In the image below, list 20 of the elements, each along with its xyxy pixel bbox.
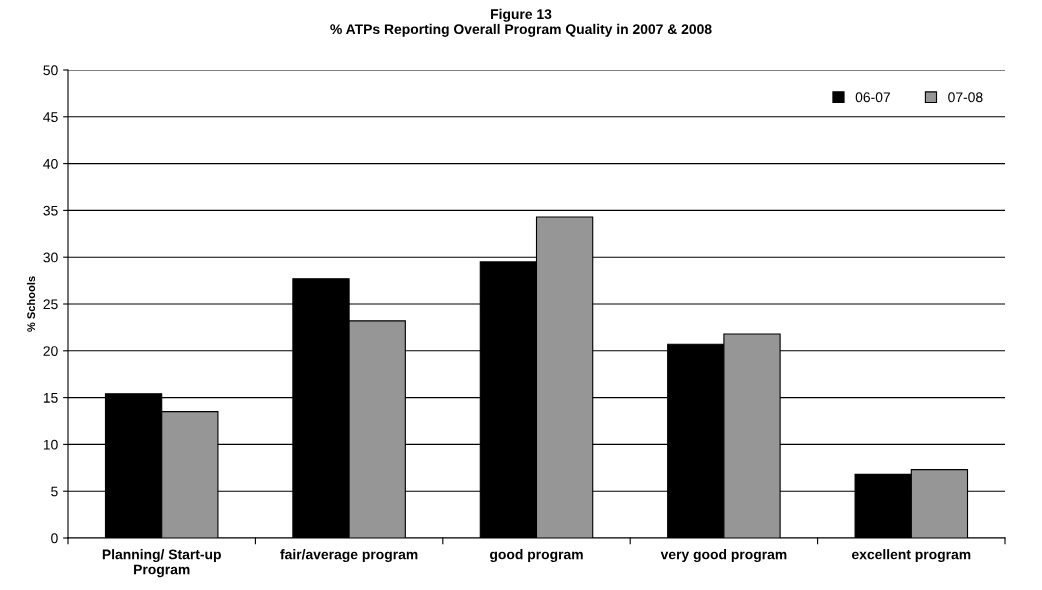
y-tick-label: 20 (43, 346, 58, 356)
x-tick-label: good program (490, 549, 583, 563)
y-tick-label: 50 (43, 65, 58, 76)
y-tick-label: 25 (43, 299, 58, 310)
y-tick-label: 45 (43, 112, 58, 122)
x-tick-label: very good program (660, 549, 787, 563)
y-tick-label: 30 (43, 252, 58, 263)
y-tick-label: 15 (43, 393, 58, 403)
x-tick-label: fair/average program (280, 549, 418, 563)
x-tick-label: excellent program (852, 549, 971, 563)
y-tick-label: 40 (43, 158, 58, 169)
legend-label: 06-07 (855, 92, 890, 103)
y-tick-label: 35 (43, 205, 58, 216)
x-tick-label: Planning/ Start-up Program (102, 549, 221, 578)
legend-label: 07-08 (948, 92, 983, 103)
y-tick-label: 10 (43, 439, 58, 450)
y-tick-label: 0 (51, 533, 58, 544)
y-axis-title: % Schools (26, 276, 36, 332)
y-tick-label: 5 (51, 486, 58, 497)
chart-title: Figure 13 % ATPs Reporting Overall Program Quality in 2007 & 2008 (330, 8, 712, 37)
